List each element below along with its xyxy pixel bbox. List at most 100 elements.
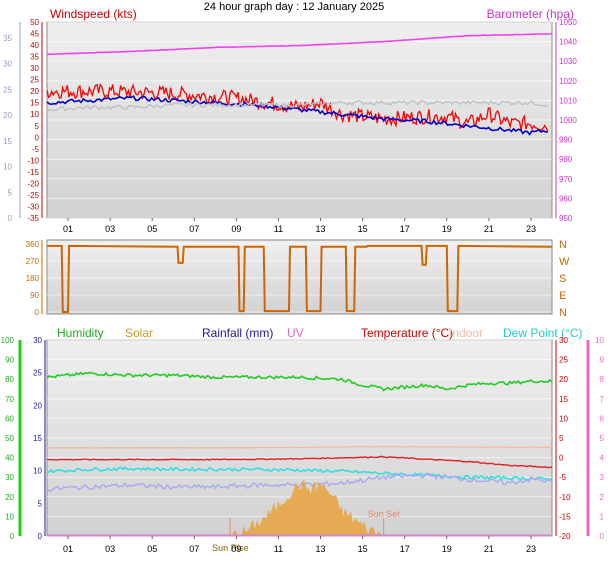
- wind_avg-line: [46, 95, 548, 136]
- windspeed-tick-label: 40: [30, 41, 39, 50]
- humidity-tick-label: 80: [5, 375, 14, 384]
- windspeed-tick-label: -15: [27, 168, 39, 177]
- windspeed-tick-label: 0: [35, 133, 40, 142]
- direction-tick-label: 90: [30, 291, 39, 300]
- sunrise-label: Sun Rise: [212, 543, 249, 553]
- rainfall-tick-label: 20: [33, 401, 42, 410]
- windspeed-tick-label: -30: [27, 202, 39, 211]
- x-tick-label: 01: [63, 544, 73, 554]
- outer-tick-label: 30: [3, 60, 12, 69]
- x-tick-label: 13: [316, 544, 326, 554]
- x-tick-label: 19: [442, 544, 452, 554]
- humidity-tick-label: 20: [5, 493, 14, 502]
- windspeed-tick-label: 35: [30, 53, 39, 62]
- barometer-tick-label: 1000: [559, 116, 577, 125]
- barometer-tick-label: 1030: [559, 57, 577, 66]
- x-tick-label: 01: [63, 224, 73, 234]
- x-tick-label: 05: [147, 544, 157, 554]
- uv-tick-label: 8: [600, 375, 605, 384]
- uv-label: UV: [287, 326, 304, 340]
- direction-tick-label: 360: [26, 240, 40, 249]
- atmos-axis-ticks: 302520151050-5-10-15-2010090807060504030…: [1, 336, 605, 541]
- wind-panel: 1050104010301020101010009909809709609505…: [3, 18, 577, 223]
- windspeed-label: Windspeed (kts): [50, 7, 137, 21]
- compass-label: S: [559, 273, 566, 285]
- dewpoint-line: [46, 466, 553, 482]
- x-tick-label: 21: [484, 544, 494, 554]
- humidity-tick-label: 40: [5, 454, 14, 463]
- temperature-tick-label: -5: [559, 473, 567, 482]
- compass-label: W: [559, 256, 570, 268]
- windspeed-tick-label: -20: [27, 179, 39, 188]
- x-tick-label: 23: [526, 224, 536, 234]
- atmos-series: [46, 371, 553, 537]
- barometer-tick-label: 970: [559, 175, 573, 184]
- windspeed-tick-label: 25: [30, 76, 39, 85]
- barometer-line: [46, 32, 553, 56]
- humidity-tick-label: 50: [5, 434, 14, 443]
- rainfall-tick-label: 30: [33, 336, 42, 345]
- wind-grid: [47, 21, 552, 219]
- barometer-tick-label: 1050: [559, 18, 577, 27]
- temperature-tick-label: -15: [559, 512, 571, 521]
- temperature-tick-label: 15: [559, 395, 568, 404]
- humidity-tick-label: 100: [1, 336, 15, 345]
- outer-tick-label: 5: [8, 188, 13, 197]
- windspeed-tick-label: 50: [30, 18, 39, 27]
- temperature-tick-label: 10: [559, 414, 568, 423]
- chart-title: 24 hour graph day : 12 January 2025: [204, 1, 384, 13]
- outer-tick-label: 10: [3, 163, 12, 172]
- wind_grey-line: [46, 99, 549, 112]
- temperature-tick-label: 5: [559, 434, 564, 443]
- wind-series: [46, 32, 553, 136]
- humidity-label: Humidity: [57, 326, 104, 340]
- uv-tick-label: 0: [600, 532, 605, 541]
- rainfall-tick-label: 25: [33, 369, 42, 378]
- x-tick-label: 09: [231, 544, 241, 554]
- windspeed-tick-label: 15: [30, 99, 39, 108]
- windspeed-tick-label: 10: [30, 110, 39, 119]
- humidity-line: [46, 371, 553, 392]
- rainfall-tick-label: 0: [38, 532, 43, 541]
- compass-label: E: [559, 290, 566, 302]
- windspeed-tick-label: -35: [27, 214, 39, 223]
- dewpoint-label: Dew Point (°C): [503, 326, 582, 340]
- direction-panel-bg: [46, 239, 553, 315]
- windspeed-tick-label: -5: [32, 145, 40, 154]
- x-tick-label: 23: [526, 544, 536, 554]
- humidity-tick-label: 30: [5, 473, 14, 482]
- uv-tick-label: 2: [600, 493, 605, 502]
- barometer-tick-label: 960: [559, 194, 573, 203]
- sunset-label: Sun Set: [368, 509, 401, 519]
- direction-grid: [47, 243, 552, 313]
- barometer-label: Barometer (hpa): [487, 7, 574, 21]
- temperature-tick-label: 30: [559, 336, 568, 345]
- uv-tick-label: 1: [600, 512, 605, 521]
- temperature-tick-label: -20: [559, 532, 571, 541]
- rainfall-tick-label: 15: [33, 434, 42, 443]
- windspeed-tick-label: 30: [30, 64, 39, 73]
- compass-label: N: [559, 307, 567, 319]
- x-tick-label: 07: [189, 224, 199, 234]
- windspeed-tick-label: -10: [27, 156, 39, 165]
- x-tick-label: 03: [105, 544, 115, 554]
- low_series-line: [46, 472, 553, 492]
- windspeed-tick-label: 20: [30, 87, 39, 96]
- uv-tick-label: 6: [600, 414, 605, 423]
- direction-tick-label: 0: [35, 308, 40, 317]
- windspeed-tick-label: 5: [35, 122, 40, 131]
- outer-tick-label: 35: [3, 34, 12, 43]
- direction-tick-label: 180: [26, 274, 40, 283]
- temperature-tick-label: 25: [559, 356, 568, 365]
- x-tick-label: 21: [484, 224, 494, 234]
- temperature-tick-label: 20: [559, 375, 568, 384]
- x-tick-label: 15: [358, 224, 368, 234]
- x-tick-label: 19: [442, 224, 452, 234]
- x-tick-label: 11: [274, 224, 283, 234]
- windspeed-tick-label: 45: [30, 30, 39, 39]
- x-tick-label: 05: [147, 224, 157, 234]
- wind-axis-ticks: 1050104010301020101010009909809709609505…: [3, 18, 577, 223]
- x-tick-label: 07: [189, 544, 199, 554]
- direction-panel: 360 N 270 W 180 S 90 E 0 N: [26, 239, 570, 319]
- uv-tick-label: 3: [600, 473, 605, 482]
